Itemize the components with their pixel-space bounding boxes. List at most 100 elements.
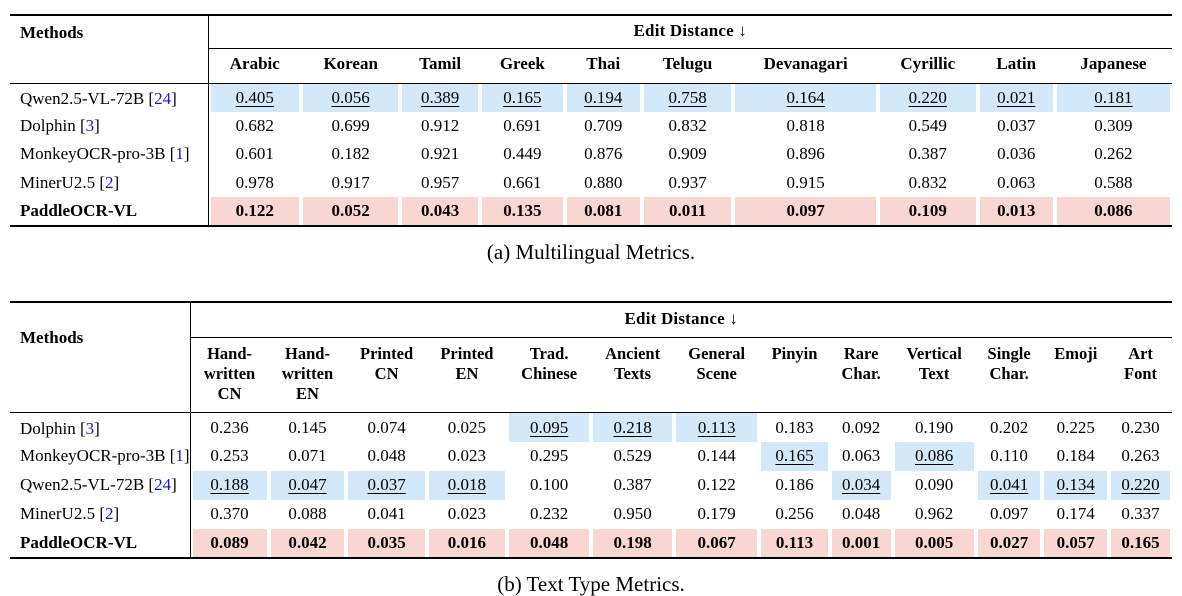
column-header-general-scene: General Scene: [674, 337, 760, 414]
metric-cell: 0.110: [990, 446, 1028, 466]
metric-cell: 0.048: [507, 528, 592, 559]
citation-link[interactable]: 24: [154, 89, 172, 109]
column-header-japanese: Japanese: [1054, 48, 1172, 84]
metric-cell: 0.389: [400, 83, 481, 112]
metric-cell: 0.090: [915, 475, 954, 495]
metric-cell: 0.023: [447, 504, 487, 524]
metric-cell: 0.037: [997, 115, 1036, 135]
metric-cell: 0.405: [208, 83, 302, 112]
metric-cell: 0.174: [1056, 504, 1095, 524]
column-header-korean: Korean: [301, 48, 401, 84]
metric-cell: 0.034: [829, 470, 893, 500]
metric-cell: 0.023: [447, 446, 487, 466]
method-name: MinerU2.5 [2]: [10, 168, 209, 198]
metric-cell: 0.092: [842, 417, 881, 437]
column-header-thai: Thai: [564, 48, 642, 84]
metric-cell: 0.135: [480, 197, 565, 227]
metric-cell: 0.253: [210, 446, 249, 466]
metric-cell: 0.549: [908, 115, 947, 135]
method-name: Qwen2.5-VL-72B [24]: [10, 470, 191, 500]
metric-cell: 0.109: [877, 197, 978, 227]
metric-cell: 0.262: [1094, 144, 1133, 164]
column-header-pinyin: Pinyin: [759, 337, 830, 414]
metric-cell: 0.021: [977, 83, 1055, 112]
method-name: Dolphin [3]: [10, 412, 191, 442]
methods-column-header: Methods: [10, 301, 191, 414]
metric-cell: 0.978: [235, 172, 274, 192]
metric-cell: 0.957: [421, 172, 460, 192]
metric-cell: 0.165: [1109, 528, 1172, 559]
metric-cell: 0.018: [426, 470, 508, 500]
metric-cell: 0.057: [1042, 528, 1110, 559]
metric-cell: 0.144: [697, 446, 736, 466]
metric-cell: 0.113: [674, 412, 760, 442]
column-header-devanagari: Devanagari: [733, 48, 878, 84]
citation-link[interactable]: 1: [175, 446, 184, 466]
table-row-monkeyocr-pro-3b: MonkeyOCR-pro-3B [1] 0.601 0.182 0.921 0.449…: [10, 140, 1172, 169]
table-row-qwen2-5-vl-72b: Qwen2.5-VL-72B [24] 0.188 0.047 0.037 0.018 0…: [10, 470, 1172, 500]
metric-cell: 0.041: [975, 470, 1043, 500]
metric-cell: 0.220: [1109, 470, 1172, 500]
table-row-paddleocr-vl: PaddleOCR-VL 0.122 0.052 0.043 0.135 0.081 0.0…: [10, 197, 1172, 227]
citation-link[interactable]: 1: [175, 144, 184, 164]
metric-cell: 0.089: [190, 528, 269, 559]
column-header-trad-chinese: Trad. Chinese: [507, 337, 592, 414]
method-name: MonkeyOCR-pro-3B [1]: [10, 140, 209, 169]
metric-cell: 0.095: [507, 412, 592, 442]
metric-cell: 0.880: [584, 172, 623, 192]
metric-cell: 0.086: [892, 441, 976, 471]
column-header-single-char: Single Char.: [975, 337, 1043, 414]
metric-cell: 0.263: [1121, 446, 1160, 466]
multilingual-table-block: Methods Edit Distance ↓ Arabic Korean Tamil G…: [10, 14, 1172, 265]
metric-cell: 0.220: [877, 83, 978, 112]
metric-cell: 0.232: [530, 504, 569, 524]
metric-cell: 0.184: [1056, 446, 1095, 466]
metric-cell: 0.122: [697, 475, 736, 495]
metric-cell: 0.036: [997, 144, 1036, 164]
edit-distance-group-header: Edit Distance ↓: [190, 301, 1172, 338]
metric-cell: 0.699: [331, 115, 370, 135]
metric-cell: 0.097: [989, 504, 1029, 524]
column-header-vertical-text: Vertical Text: [892, 337, 976, 414]
metric-cell: 0.588: [1094, 172, 1133, 192]
metric-cell: 0.682: [235, 115, 274, 135]
metric-cell: 0.190: [915, 417, 954, 437]
metric-cell: 0.202: [989, 417, 1029, 437]
metric-cell: 0.165: [759, 441, 830, 471]
column-header-telugu: Telugu: [641, 48, 734, 84]
metric-cell: 0.832: [668, 115, 707, 135]
multilingual-metrics-table: Methods Edit Distance ↓ Arabic Korean Tamil G…: [10, 14, 1172, 227]
metric-cell: 0.048: [842, 504, 881, 524]
metric-cell: 0.962: [915, 504, 954, 524]
metric-cell: 0.048: [367, 446, 406, 466]
metric-cell: 0.097: [733, 197, 878, 227]
metric-cell: 0.011: [641, 197, 734, 227]
citation-link[interactable]: 24: [154, 475, 172, 495]
citation-link[interactable]: 2: [105, 504, 114, 524]
column-header-greek: Greek: [480, 48, 565, 84]
metric-cell: 0.063: [842, 446, 881, 466]
citation-link[interactable]: 2: [105, 172, 114, 192]
table-row-dolphin: Dolphin [3] 0.682 0.699 0.912 0.691 0.709 0.83…: [10, 111, 1172, 141]
metric-cell: 0.198: [591, 528, 674, 559]
metric-cell: 0.164: [733, 83, 878, 112]
metric-cell: 0.529: [613, 446, 652, 466]
metric-cell: 0.337: [1121, 504, 1160, 524]
column-header-latin: Latin: [977, 48, 1055, 84]
metric-cell: 0.081: [564, 197, 642, 227]
metric-cell: 0.182: [331, 144, 370, 164]
citation-link[interactable]: 3: [85, 418, 95, 438]
metric-cell: 0.047: [268, 470, 347, 500]
metric-cell: 0.181: [1054, 83, 1172, 112]
method-name: PaddleOCR-VL: [10, 197, 209, 227]
metric-cell: 0.113: [759, 528, 830, 559]
column-header-cyrillic: Cyrillic: [877, 48, 978, 84]
metric-cell: 0.449: [503, 144, 542, 164]
method-name: Dolphin [3]: [10, 111, 209, 141]
metric-cell: 0.230: [1121, 417, 1160, 437]
metric-cell: 0.145: [288, 417, 327, 437]
metric-cell: 0.921: [421, 144, 460, 164]
citation-link[interactable]: 3: [85, 115, 95, 135]
metric-cell: 0.063: [997, 172, 1036, 192]
metric-cell: 0.134: [1042, 470, 1110, 500]
